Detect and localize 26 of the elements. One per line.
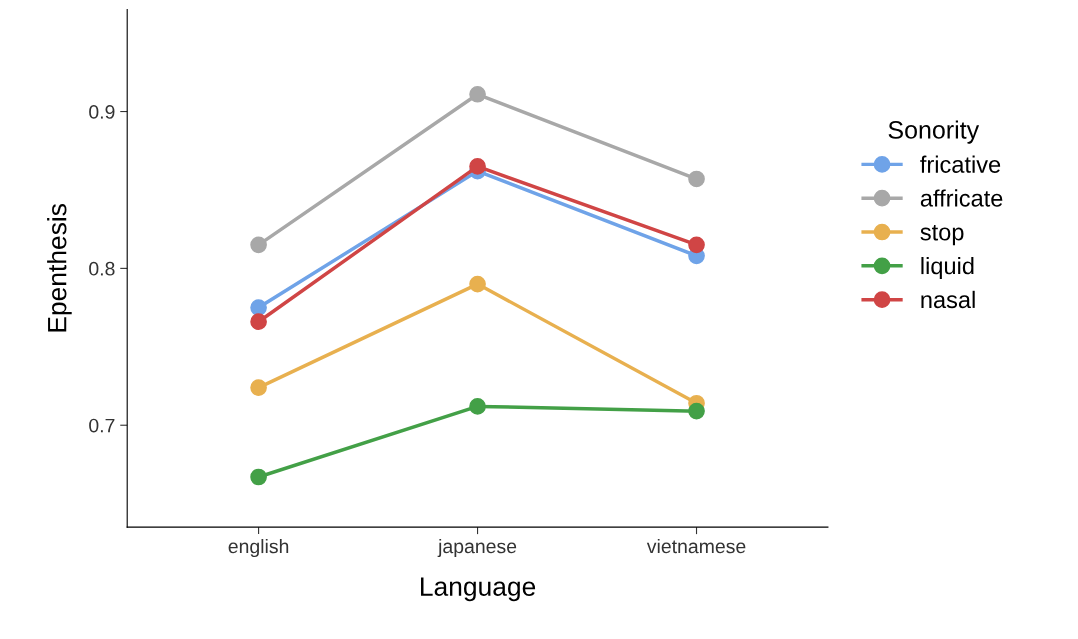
y-tick-label: 0.9 bbox=[89, 105, 115, 119]
y-tick-label: 0.8 bbox=[89, 261, 115, 276]
point bbox=[469, 398, 486, 415]
legend-label: nasal bbox=[921, 290, 975, 309]
x-axis-title: Language bbox=[421, 577, 536, 602]
point bbox=[469, 85, 486, 103]
legend-label: fricative bbox=[920, 155, 1001, 173]
x-tick-label: english bbox=[228, 538, 289, 558]
legend-label: affricate bbox=[920, 189, 1003, 207]
point bbox=[688, 170, 705, 188]
y-axis-title: Epenthesis bbox=[47, 204, 72, 332]
legend-label: stop bbox=[920, 225, 964, 246]
legend-title: Sonority bbox=[888, 120, 980, 144]
point bbox=[250, 299, 267, 316]
point bbox=[250, 313, 267, 331]
y-tick-label: 0.7 bbox=[89, 418, 115, 433]
legend-label: liquid bbox=[921, 256, 974, 279]
x-tick-label: japanese bbox=[437, 538, 517, 558]
point bbox=[250, 379, 267, 396]
point bbox=[688, 236, 705, 254]
point bbox=[469, 158, 486, 175]
x-tick-label: vietnamese bbox=[646, 538, 746, 554]
point bbox=[688, 402, 705, 420]
point bbox=[250, 468, 267, 486]
point bbox=[250, 236, 267, 254]
point bbox=[469, 275, 486, 293]
